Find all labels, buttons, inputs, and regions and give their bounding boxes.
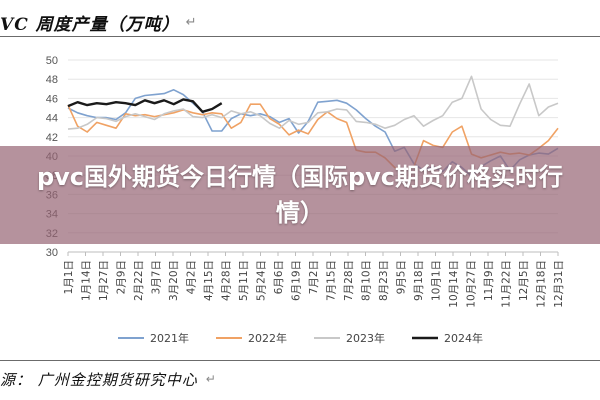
x-tick-label: 6月6日 bbox=[273, 260, 285, 294]
x-tick-label: 1月1日 bbox=[63, 260, 75, 294]
y-tick-label: 48 bbox=[46, 74, 58, 86]
x-tick-label: 10月27日 bbox=[466, 260, 478, 308]
legend-label: 2021年 bbox=[150, 331, 189, 345]
x-tick-label: 8月10日 bbox=[361, 260, 373, 301]
source-divider bbox=[0, 360, 600, 361]
legend-label: 2023年 bbox=[346, 331, 385, 345]
y-tick-label: 30 bbox=[46, 247, 58, 259]
x-tick-label: 5月24日 bbox=[256, 260, 268, 301]
x-tick-label: 12月31日 bbox=[553, 260, 565, 308]
x-tick-label: 4月28日 bbox=[221, 260, 233, 301]
x-tick-label: 10月14日 bbox=[448, 260, 460, 308]
x-tick-label: 11月9日 bbox=[483, 260, 495, 301]
x-tick-label: 12月18日 bbox=[536, 260, 548, 308]
x-tick-label: 2月9日 bbox=[116, 260, 128, 294]
chart-title: VC 周度产量（万吨） ↵ bbox=[0, 8, 320, 36]
x-tick-label: 8月23日 bbox=[378, 260, 390, 301]
x-tick-label: 3月7日 bbox=[151, 260, 163, 294]
source-text: 源： 广州金控期货研究中心 bbox=[0, 370, 198, 389]
return-icon: ↵ bbox=[205, 372, 216, 386]
x-tick-label: 10月1日 bbox=[431, 260, 443, 301]
headline-text: pvc国外期货今日行情（国际pvc期货价格实时行情） bbox=[36, 163, 564, 227]
x-tick-label: 11月22日 bbox=[501, 260, 513, 308]
series-line-2023年 bbox=[67, 75, 559, 130]
y-tick-label: 42 bbox=[46, 132, 58, 144]
y-tick-label: 44 bbox=[46, 113, 58, 125]
return-icon: ↵ bbox=[185, 14, 197, 30]
x-tick-label: 3月20日 bbox=[168, 260, 180, 301]
x-tick-label: 5月11日 bbox=[238, 260, 250, 301]
x-tick-label: 4月2日 bbox=[186, 260, 198, 294]
x-tick-label: 9月18日 bbox=[413, 260, 425, 301]
x-tick-label: 1月27日 bbox=[98, 260, 110, 301]
source-note: 源： 广州金控期货研究中心 ↵ bbox=[0, 366, 216, 392]
legend-label: 2022年 bbox=[248, 331, 287, 345]
x-tick-label: 7月2日 bbox=[308, 260, 320, 294]
x-tick-label: 12月5日 bbox=[518, 260, 530, 301]
x-tick-label: 2月22日 bbox=[133, 260, 145, 301]
x-tick-label: 6月19日 bbox=[291, 260, 303, 301]
x-tick-label: 1月14日 bbox=[81, 260, 93, 301]
x-axis-ticks: 1月1日 1月14日 1月27日 2月9日 2月22日 3月7日 3月20日 4月2日 4月15… bbox=[63, 252, 565, 308]
x-tick-label: 4月15日 bbox=[203, 260, 215, 301]
legend: 2021年 2022年 2023年 2024年 bbox=[118, 331, 483, 345]
series-line-2024年 bbox=[67, 98, 223, 114]
headline-banner: pvc国外期货今日行情（国际pvc期货价格实时行情） bbox=[0, 146, 600, 244]
y-tick-label: 46 bbox=[46, 93, 58, 105]
chart-title-text: VC 周度产量（万吨） bbox=[0, 14, 180, 35]
x-tick-label: 7月15日 bbox=[326, 260, 338, 301]
x-tick-label: 9月5日 bbox=[396, 260, 408, 294]
title-divider bbox=[0, 36, 600, 37]
x-tick-label: 7月28日 bbox=[343, 260, 355, 301]
legend-label: 2024年 bbox=[444, 331, 483, 345]
y-tick-label: 50 bbox=[46, 55, 58, 67]
